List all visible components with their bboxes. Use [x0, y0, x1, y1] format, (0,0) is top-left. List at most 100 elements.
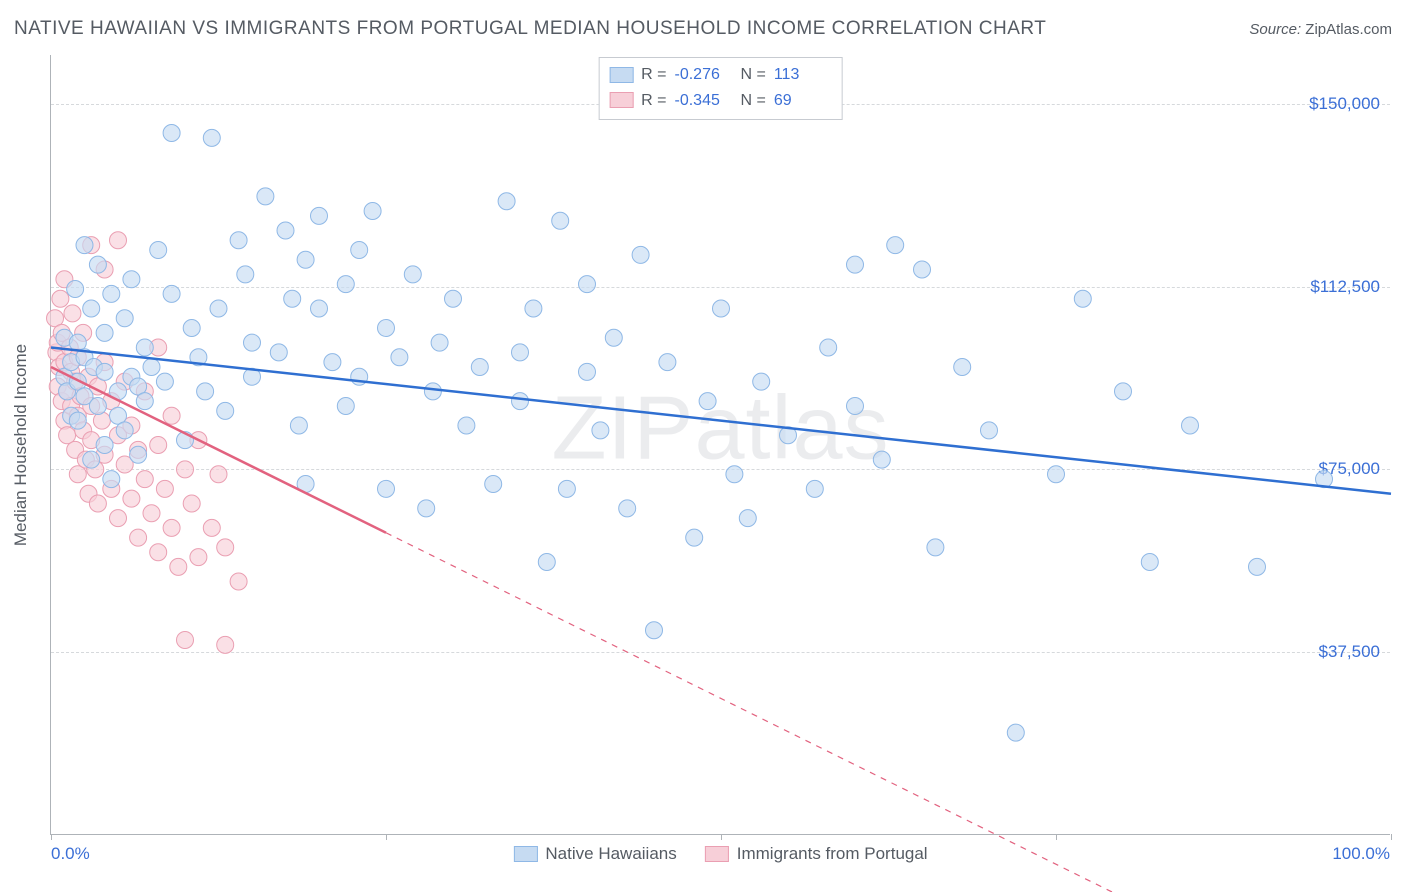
scatter-point — [391, 349, 408, 366]
scatter-point — [887, 237, 904, 254]
scatter-point — [96, 363, 113, 380]
scatter-point — [217, 636, 234, 653]
scatter-point — [914, 261, 931, 278]
scatter-point — [150, 242, 167, 259]
scatter-point — [418, 500, 435, 517]
scatter-point — [1141, 554, 1158, 571]
scatter-point — [163, 519, 180, 536]
scatter-point — [89, 256, 106, 273]
scatter-point — [136, 471, 153, 488]
legend-series-label-0: Native Hawaiians — [545, 844, 676, 864]
scatter-point — [116, 310, 133, 327]
scatter-point — [847, 398, 864, 415]
scatter-point — [458, 417, 475, 434]
scatter-point — [753, 373, 770, 390]
scatter-point — [646, 622, 663, 639]
scatter-point — [190, 549, 207, 566]
scatter-point — [579, 363, 596, 380]
legend-R-value-1: -0.345 — [675, 88, 733, 114]
scatter-point — [170, 558, 187, 575]
source-value: ZipAtlas.com — [1305, 21, 1392, 38]
x-tick — [1391, 834, 1392, 840]
legend-swatch-pink — [609, 92, 633, 108]
legend-N-value-1: 69 — [774, 88, 832, 114]
scatter-point — [552, 212, 569, 229]
scatter-point — [103, 285, 120, 302]
scatter-point — [873, 451, 890, 468]
scatter-point — [632, 246, 649, 263]
scatter-point — [136, 339, 153, 356]
legend-series: Native Hawaiians Immigrants from Portuga… — [513, 844, 927, 864]
scatter-point — [592, 422, 609, 439]
scatter-point — [512, 393, 529, 410]
scatter-point — [89, 398, 106, 415]
scatter-point — [210, 466, 227, 483]
legend-series-item-0: Native Hawaiians — [513, 844, 676, 864]
scatter-point — [337, 398, 354, 415]
scatter-point — [257, 188, 274, 205]
scatter-point — [103, 471, 120, 488]
scatter-point — [123, 271, 140, 288]
scatter-point — [64, 305, 81, 322]
scatter-point — [143, 359, 160, 376]
legend-N-value-0: 113 — [774, 62, 832, 88]
scatter-point — [927, 539, 944, 556]
scatter-point — [210, 300, 227, 317]
scatter-point — [378, 320, 395, 337]
scatter-point — [150, 544, 167, 561]
scatter-point — [431, 334, 448, 351]
scatter-point — [110, 510, 127, 527]
legend-series-item-1: Immigrants from Portugal — [705, 844, 928, 864]
scatter-point — [83, 300, 100, 317]
scatter-point — [525, 300, 542, 317]
scatter-point — [277, 222, 294, 239]
scatter-point — [96, 324, 113, 341]
scatter-point — [156, 480, 173, 497]
scatter-point — [538, 554, 555, 571]
legend-stats: R = -0.276 N = 113 R = -0.345 N = 69 — [598, 57, 843, 120]
scatter-point — [713, 300, 730, 317]
correlation-chart: NATIVE HAWAIIAN VS IMMIGRANTS FROM PORTU… — [0, 0, 1406, 892]
scatter-point — [67, 281, 84, 298]
scatter-point — [404, 266, 421, 283]
scatter-point — [981, 422, 998, 439]
chart-title: NATIVE HAWAIIAN VS IMMIGRANTS FROM PORTU… — [14, 18, 1046, 40]
scatter-point — [163, 407, 180, 424]
scatter-point — [512, 344, 529, 361]
scatter-point — [579, 276, 596, 293]
scatter-point — [230, 573, 247, 590]
x-axis-label-left: 0.0% — [51, 844, 90, 864]
scatter-point — [177, 461, 194, 478]
scatter-point — [52, 290, 69, 307]
legend-stats-row-0: R = -0.276 N = 113 — [609, 62, 832, 88]
legend-R-label: R = — [641, 62, 666, 88]
scatter-point — [203, 519, 220, 536]
scatter-point — [83, 451, 100, 468]
scatter-point — [558, 480, 575, 497]
y-axis-title: Median Household Income — [11, 343, 31, 545]
scatter-point — [230, 232, 247, 249]
scatter-point — [123, 490, 140, 507]
legend-N-label: N = — [741, 88, 766, 114]
scatter-point — [311, 207, 328, 224]
scatter-point — [297, 251, 314, 268]
scatter-point — [1249, 558, 1266, 575]
legend-stats-row-1: R = -0.345 N = 69 — [609, 88, 832, 114]
scatter-point — [244, 334, 261, 351]
scatter-point — [270, 344, 287, 361]
scatter-point — [686, 529, 703, 546]
scatter-point — [337, 276, 354, 293]
scatter-point — [498, 193, 515, 210]
trend-line-dashed — [386, 533, 1391, 892]
legend-R-value-0: -0.276 — [675, 62, 733, 88]
scatter-point — [847, 256, 864, 273]
x-tick — [1056, 834, 1057, 840]
scatter-point — [110, 232, 127, 249]
header-row: NATIVE HAWAIIAN VS IMMIGRANTS FROM PORTU… — [14, 18, 1392, 40]
legend-swatch-blue — [513, 846, 537, 862]
scatter-point — [290, 417, 307, 434]
scatter-point — [183, 320, 200, 337]
legend-N-label: N = — [741, 62, 766, 88]
scatter-point — [217, 402, 234, 419]
scatter-point — [954, 359, 971, 376]
